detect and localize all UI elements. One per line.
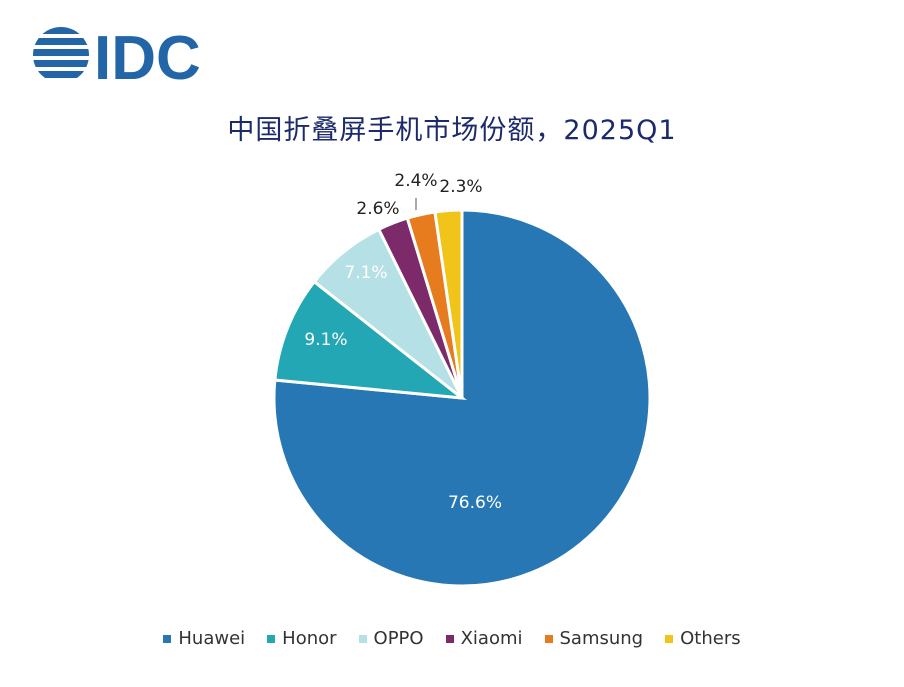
pie-chart: 76.6% 9.1% 7.1% 2.6% 2.4% 2.3% — [272, 171, 652, 588]
logo-text: IDC — [94, 24, 201, 86]
legend-swatch — [267, 634, 276, 643]
legend-label: Xiaomi — [460, 628, 523, 649]
legend-label: Honor — [282, 628, 337, 649]
idc-logo: IDC — [33, 24, 201, 86]
chart-title: 中国折叠屏手机市场份额，2025Q1 — [227, 115, 677, 146]
legend-swatch — [358, 634, 367, 643]
data-label-honor: 9.1% — [304, 330, 347, 350]
legend-item-huawei: Huawei — [163, 628, 245, 649]
legend-label: Huawei — [178, 628, 246, 649]
pie-slice-honor — [273, 279, 467, 400]
legend-label: Samsung — [559, 628, 644, 649]
legend-item-xiaomi: Xiaomi — [445, 628, 523, 649]
legend-item-samsung: Samsung — [544, 628, 644, 649]
legend-item-honor: Honor — [267, 628, 337, 649]
data-label-samsung: 2.4% — [394, 171, 437, 191]
pie-slice-others — [433, 208, 464, 399]
data-label-oppo: 7.1% — [344, 263, 387, 283]
legend-label: OPPO — [373, 628, 424, 649]
chart-legend: Huawei Honor OPPO Xiaomi Samsung Others — [0, 628, 904, 649]
data-label-huawei: 76.6% — [448, 493, 502, 513]
legend-label: Others — [680, 628, 741, 649]
legend-swatch — [163, 634, 172, 643]
legend-swatch — [445, 634, 454, 643]
legend-item-others: Others — [665, 628, 741, 649]
globe-icon — [33, 27, 89, 78]
legend-swatch — [665, 634, 674, 643]
data-label-others: 2.3% — [439, 177, 482, 197]
legend-item-oppo: OPPO — [358, 628, 424, 649]
legend-swatch — [544, 634, 553, 643]
data-label-xiaomi: 2.6% — [356, 199, 399, 219]
